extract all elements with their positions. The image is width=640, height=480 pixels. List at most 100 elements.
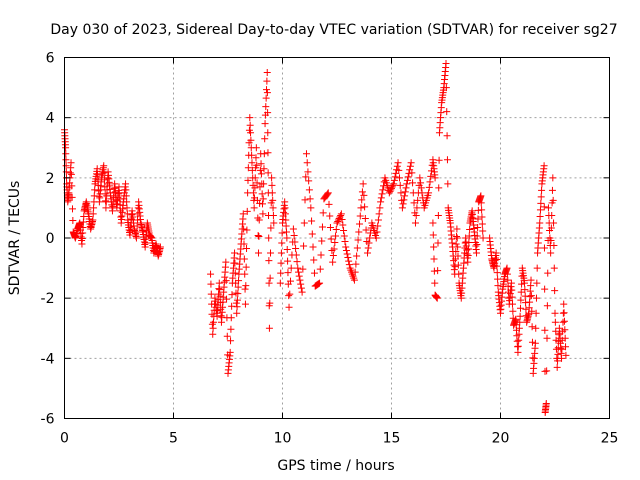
- data-point-interp: [242, 282, 250, 290]
- data-point: [433, 294, 441, 302]
- data-point: [222, 258, 230, 266]
- data-point-interp: [473, 232, 481, 240]
- data-point-interp: [340, 226, 348, 234]
- data-point-interp: [454, 243, 462, 251]
- data-point-interp: [443, 108, 451, 116]
- data-point-interp: [478, 220, 486, 228]
- data-point-interp: [116, 201, 124, 209]
- x-tick-label: 5: [169, 431, 178, 447]
- data-point-interp: [374, 222, 382, 230]
- data-point-interp: [294, 268, 302, 276]
- data-point-interp: [391, 173, 399, 181]
- data-point: [520, 279, 528, 287]
- data-point-interp: [227, 325, 235, 333]
- data-point-interp: [281, 210, 289, 218]
- data-point: [407, 159, 415, 167]
- data-point-interp: [494, 275, 502, 283]
- data-point-interp: [260, 180, 268, 188]
- data-point-interp: [562, 343, 570, 351]
- data-point-interp: [493, 262, 501, 270]
- data-point-interp: [538, 186, 546, 194]
- data-point-interp: [248, 151, 256, 159]
- data-point-interp: [89, 210, 97, 218]
- data-point-interp: [353, 244, 361, 252]
- data-point-interp: [263, 86, 271, 94]
- data-point-interp: [532, 294, 540, 302]
- data-point: [390, 180, 398, 188]
- data-point: [350, 276, 358, 284]
- data-point: [342, 243, 350, 251]
- data-point-interp: [301, 196, 309, 204]
- data-point-interp: [536, 206, 544, 214]
- data-point-interp: [374, 216, 382, 224]
- data-point-interp: [541, 367, 549, 375]
- data-point-interp: [477, 199, 485, 207]
- data-point-interp: [340, 232, 348, 240]
- data-point: [527, 276, 535, 284]
- data-point-interp: [540, 244, 548, 252]
- data-point-interp: [548, 211, 556, 219]
- data-point-interp: [256, 166, 264, 174]
- data-point-interp: [365, 239, 373, 247]
- data-point-interp: [465, 232, 473, 240]
- data-point-interp: [552, 327, 560, 335]
- data-point-interp: [465, 239, 473, 247]
- data-point-interp: [474, 206, 482, 214]
- data-point-interp: [560, 317, 568, 325]
- data-point-interp: [544, 269, 552, 277]
- data-point: [562, 351, 570, 359]
- data-point-interp: [351, 268, 359, 276]
- data-point-interp: [231, 269, 239, 277]
- data-point-interp: [67, 170, 75, 178]
- data-point-interp: [478, 206, 486, 214]
- data-point-interp: [251, 184, 259, 192]
- data-point-interp: [454, 252, 462, 260]
- data-point-interp: [216, 286, 224, 294]
- data-point-interp: [455, 270, 463, 278]
- data-point-interp: [345, 261, 353, 269]
- data-point-interp: [540, 203, 548, 211]
- data-point-interp: [310, 256, 318, 264]
- x-axis-label: GPS time / hours: [277, 458, 394, 474]
- data-point-interp: [427, 172, 435, 180]
- data-point-interp: [453, 234, 461, 242]
- data-point-interp: [286, 290, 294, 298]
- data-point-interp: [260, 150, 268, 158]
- data-point: [298, 288, 306, 296]
- data-point-interp: [62, 162, 70, 170]
- data-point-interp: [251, 174, 259, 182]
- data-point-interp: [444, 180, 452, 188]
- data-point-interp: [334, 216, 342, 224]
- data-point-interp: [228, 291, 236, 299]
- data-point-interp: [266, 299, 274, 307]
- data-point-interp: [334, 217, 342, 225]
- data-point-interp: [297, 280, 305, 288]
- data-point-interp: [217, 312, 225, 320]
- data-point: [333, 219, 341, 227]
- data-point-interp: [269, 204, 277, 212]
- data-point-interp: [240, 255, 248, 263]
- data-point-interp: [62, 156, 70, 164]
- data-point: [261, 120, 269, 128]
- data-point-interp: [259, 200, 267, 208]
- data-point-interp: [528, 323, 536, 331]
- data-point-interp: [293, 258, 301, 266]
- data-point-interp: [303, 159, 311, 167]
- data-point-interp: [284, 257, 292, 265]
- data-point-interp: [342, 247, 350, 255]
- data-point-interp: [474, 223, 482, 231]
- data-point-interp: [297, 284, 305, 292]
- data-point-interp: [508, 286, 516, 294]
- data-point-interp: [331, 239, 339, 247]
- data-point-interp: [345, 257, 353, 265]
- data-point: [283, 234, 291, 242]
- data-point-interp: [243, 207, 251, 215]
- data-point: [372, 234, 380, 242]
- data-point: [265, 324, 273, 332]
- data-point-interp: [528, 338, 536, 346]
- data-point: [209, 330, 217, 338]
- data-point-interp: [285, 292, 293, 300]
- data-point-interp: [254, 231, 262, 239]
- data-point-interp: [453, 232, 461, 240]
- data-point-interp: [431, 279, 439, 287]
